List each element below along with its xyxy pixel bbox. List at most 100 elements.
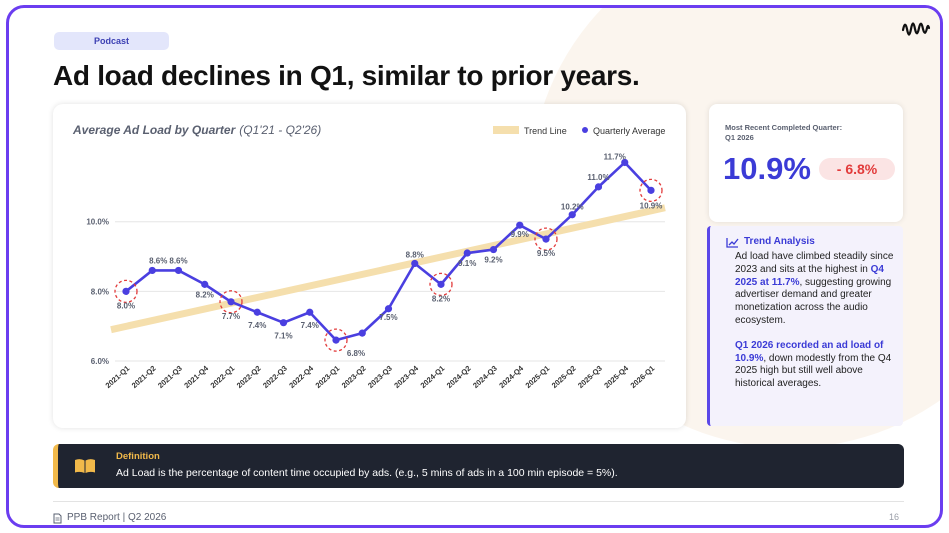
data-label: 7.5% (379, 313, 397, 322)
chart-card: Average Ad Load by Quarter (Q1'21 - Q2'2… (53, 104, 686, 428)
data-label: 9.9% (511, 230, 529, 239)
series-layer (122, 158, 655, 344)
line-chart-icon (726, 238, 739, 248)
x-tick-label: 2024-Q2 (445, 364, 473, 390)
x-tick-label: 2021-Q4 (182, 363, 210, 390)
data-point (358, 329, 366, 337)
data-point (463, 249, 471, 257)
data-label: 8.2% (196, 290, 214, 299)
data-point (306, 308, 314, 316)
highlight-ring (114, 279, 138, 303)
x-tick-label: 2025-Q3 (576, 364, 604, 390)
trend-analysis-body: Ad load have climbed steadily since 2023… (735, 251, 897, 391)
data-label: 10.2% (561, 203, 584, 212)
trend-paragraph-1: Ad load have climbed steadily since 2023… (735, 251, 894, 326)
data-point (594, 183, 603, 191)
footer-divider (53, 501, 904, 502)
data-point (227, 298, 235, 306)
data-labels: 8.0% 8.6% 8.6% 8.2% 7.7% 7.4% 7.1% 7.4% 6.8% 7.5%… (117, 152, 662, 358)
x-tick-label: 2026-Q1 (629, 364, 657, 390)
change-badge: - 6.8% (819, 158, 895, 180)
data-point (174, 266, 183, 275)
data-point (253, 308, 261, 316)
y-tick-label: 8.0% (91, 287, 109, 296)
x-tick-label: 2023-Q1 (314, 364, 342, 390)
x-tick-label: 2022-Q3 (261, 364, 289, 390)
x-tick-label: 2025-Q2 (550, 364, 578, 390)
stat-quarter: Q1 2026 (725, 133, 754, 142)
trend-paragraph-2: Q1 2026 recorded an ad load of 10.9%, do… (735, 339, 892, 390)
chart-subtitle: (Q1'21 - Q2'26) (239, 123, 321, 137)
data-label: 8.6% (169, 256, 187, 265)
definition-bar: Definition Ad Load is the percentage of … (53, 444, 904, 488)
open-book-icon (75, 459, 95, 473)
trend-analysis-card: Trend Analysis Ad load have climbed stea… (707, 226, 903, 426)
data-label: 11.7% (604, 152, 626, 161)
document-icon (53, 513, 62, 524)
data-point (621, 158, 629, 167)
x-tick-label: 2023-Q3 (366, 364, 394, 390)
data-point (542, 235, 550, 243)
data-label: 7.4% (301, 321, 319, 330)
x-tick-label: 2023-Q4 (392, 363, 420, 390)
data-point (279, 319, 288, 327)
trend-analysis-title: Trend Analysis (744, 236, 815, 247)
highlight-ring (534, 227, 558, 251)
data-label: 9.1% (458, 259, 476, 268)
legend-series-label: Quarterly Average (593, 126, 665, 136)
highlight-ring (219, 290, 243, 314)
y-tick-label: 6.0% (91, 357, 109, 366)
line-chart: Average Ad Load by Quarter (Q1'21 - Q2'2… (72, 123, 666, 390)
waveform-logo-icon (901, 22, 931, 36)
data-point (122, 287, 130, 295)
highlight-ring (324, 328, 348, 352)
chart-title: Average Ad Load by Quarter (72, 123, 237, 137)
x-tick-label: 2021-Q3 (156, 364, 184, 390)
data-point (201, 280, 209, 288)
highlight-layer (114, 178, 663, 352)
data-label: 10.9% (640, 201, 663, 210)
legend-trend-label: Trend Line (524, 126, 567, 136)
x-tick-label: 2025-Q1 (524, 364, 552, 390)
latest-quarter-card: Most Recent Completed Quarter: Q1 2026 1… (709, 104, 903, 222)
highlight-ring (639, 178, 663, 202)
data-label: 9.5% (537, 249, 555, 258)
highlight-ring (429, 272, 453, 297)
y-axis-ticks: 6.0% 8.0% 10.0% (86, 218, 109, 366)
definition-title: Definition (116, 451, 160, 462)
slide-frame: Podcast Ad load declines in Q1, similar … (6, 5, 943, 528)
x-tick-label: 2022-Q2 (235, 364, 263, 390)
page-number: 16 (888, 512, 899, 522)
data-label: 7.7% (222, 312, 240, 321)
x-tick-label: 2024-Q1 (419, 364, 447, 390)
trend-layer (110, 204, 666, 334)
x-tick-label: 2024-Q4 (497, 363, 525, 390)
data-label: 11.0% (587, 173, 609, 182)
x-tick-label: 2022-Q1 (209, 364, 237, 390)
trend-analysis-heading: Trend Analysis (726, 236, 815, 248)
x-tick-label: 2024-Q3 (471, 364, 499, 390)
data-label: 8.2% (432, 294, 450, 303)
x-axis-ticks: 2021-Q12021-Q22021-Q32021-Q42022-Q12022-… (104, 363, 657, 390)
chart-grid (115, 221, 665, 362)
data-point (332, 336, 340, 344)
category-tag: Podcast (54, 32, 169, 50)
data-point (516, 221, 524, 229)
definition-text: Ad Load is the percentage of content tim… (116, 467, 618, 479)
data-label: 8.8% (406, 250, 424, 259)
footer-report-label: PPB Report | Q2 2026 (67, 512, 167, 523)
data-point (647, 186, 655, 194)
data-label: 6.8% (347, 349, 365, 358)
stat-label: Most Recent Completed Quarter: Q1 2026 (725, 123, 842, 143)
x-tick-label: 2022-Q4 (287, 363, 315, 390)
data-point (568, 211, 576, 219)
y-tick-label: 10.0% (86, 218, 109, 227)
data-label: 9.2% (484, 256, 502, 265)
data-label: 7.4% (248, 321, 266, 330)
legend-series-marker (582, 127, 588, 133)
data-point (384, 305, 393, 313)
stat-label-text: Most Recent Completed Quarter: (725, 123, 843, 132)
data-point (411, 259, 419, 268)
data-label: 8.6% (149, 256, 167, 265)
data-point (148, 266, 156, 275)
